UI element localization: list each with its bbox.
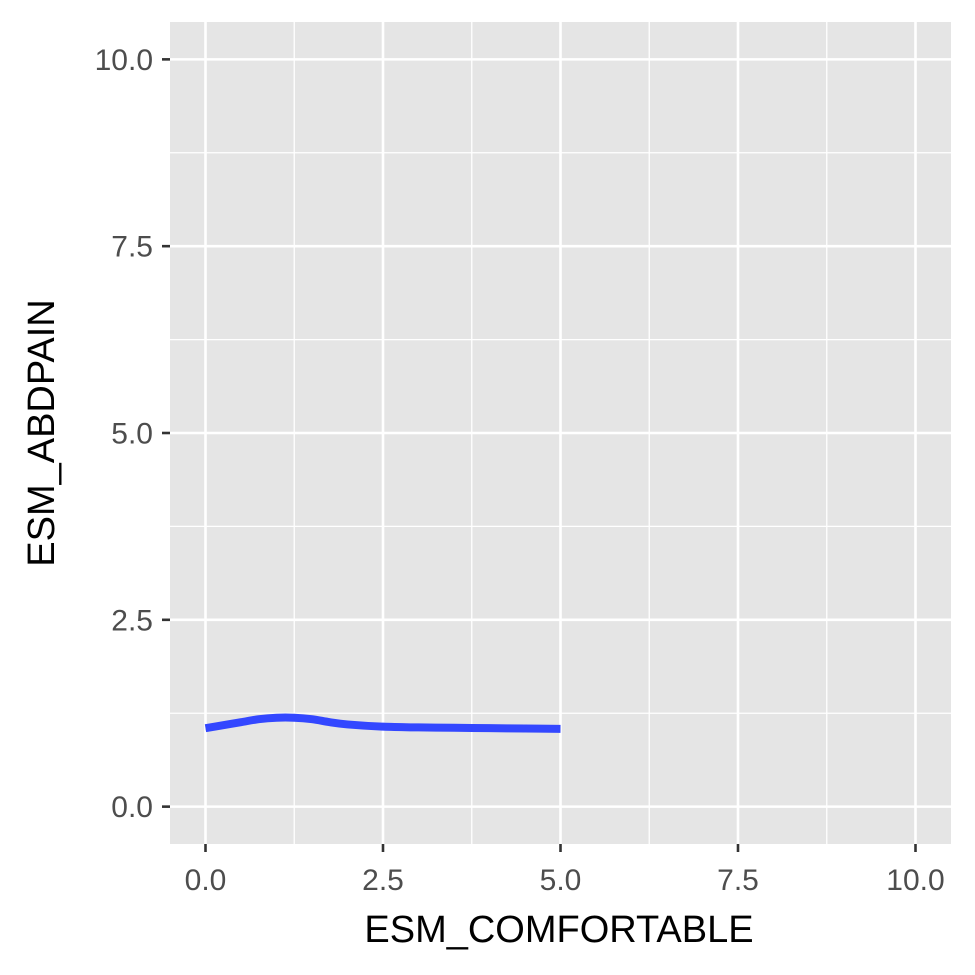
x-axis: 0.0 2.5 5.0 7.5 10.0 <box>185 844 945 897</box>
y-tick-label: 10.0 <box>95 44 153 77</box>
y-axis-title: ESM_ABDPAIN <box>21 299 63 566</box>
x-tick-label: 10.0 <box>886 864 944 897</box>
x-tick-label: 7.5 <box>717 864 759 897</box>
y-axis: 0.0 2.5 5.0 7.5 10.0 <box>95 44 170 824</box>
y-tick-label: 0.0 <box>111 791 153 824</box>
series-layer <box>204 713 561 733</box>
x-tick-label: 0.0 <box>185 864 227 897</box>
y-tick-label: 7.5 <box>111 231 153 264</box>
x-tick-label: 5.0 <box>540 864 582 897</box>
y-tick-label: 5.0 <box>111 418 153 451</box>
smooth-line <box>204 713 561 733</box>
y-tick-label: 2.5 <box>111 604 153 637</box>
x-axis-title: ESM_COMFORTABLE <box>364 909 753 951</box>
major-gridlines <box>170 22 951 844</box>
x-tick-label: 2.5 <box>362 864 404 897</box>
